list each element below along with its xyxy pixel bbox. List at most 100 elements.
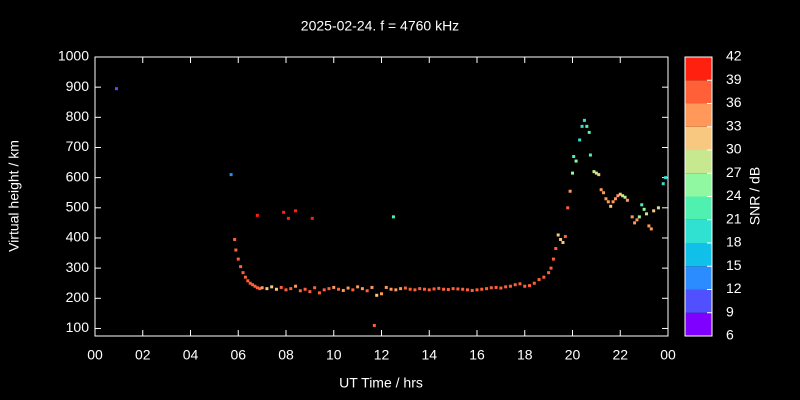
data-point (461, 287, 465, 291)
data-point (351, 288, 355, 292)
x-tick-label: 06 (230, 347, 246, 363)
x-tick-label: 16 (469, 347, 485, 363)
y-tick-label: 500 (66, 199, 90, 215)
colorbar-band (685, 289, 712, 313)
data-point (664, 176, 668, 180)
data-point (229, 173, 233, 177)
y-tick-label: 1000 (58, 48, 89, 64)
data-point (604, 197, 608, 201)
data-point (606, 200, 610, 204)
data-point (623, 195, 627, 199)
data-point (408, 287, 412, 291)
data-point (391, 215, 395, 219)
x-tick-label: 18 (517, 347, 533, 363)
data-point (298, 289, 302, 293)
data-point (561, 240, 565, 244)
data-point (568, 189, 572, 193)
data-point (341, 288, 345, 292)
data-point (270, 285, 274, 289)
data-point (286, 216, 290, 220)
data-point (394, 288, 398, 292)
data-point (532, 281, 536, 285)
data-point (542, 275, 546, 279)
data-point (580, 124, 584, 128)
data-point (370, 285, 374, 289)
data-point (588, 153, 592, 157)
data-point (613, 197, 617, 201)
data-point (616, 194, 620, 198)
y-tick-label: 200 (66, 289, 90, 305)
data-point (310, 216, 314, 220)
chart-title: 2025-02-24. f = 4760 kHz (301, 18, 459, 34)
data-point (456, 287, 460, 291)
data-point (451, 287, 455, 291)
data-point (566, 206, 570, 210)
data-point (504, 285, 508, 289)
data-point (645, 212, 649, 216)
data-point (294, 284, 298, 288)
data-point (563, 234, 567, 238)
data-point (635, 218, 639, 222)
data-point (465, 288, 469, 292)
data-point (652, 209, 656, 213)
data-point (294, 209, 298, 213)
data-point (518, 282, 522, 286)
colorbar-band (685, 126, 712, 150)
data-point (637, 215, 641, 219)
colorbar-tick-label: 42 (726, 48, 742, 64)
data-point (248, 281, 252, 285)
data-point (422, 287, 426, 291)
data-point (384, 285, 388, 289)
colorbar-tick-label: 6 (726, 327, 734, 343)
colorbar-tick-label: 30 (726, 141, 742, 157)
data-point (592, 170, 596, 174)
data-point (260, 286, 264, 290)
x-tick-label: 08 (278, 347, 294, 363)
data-point (475, 288, 479, 292)
y-tick-label: 600 (66, 168, 90, 184)
y-tick-label: 100 (66, 319, 90, 335)
data-point (282, 210, 286, 214)
data-point (528, 284, 532, 288)
data-point (253, 284, 257, 288)
data-point (418, 287, 422, 291)
data-point (572, 155, 576, 159)
data-point (621, 194, 625, 198)
data-point (360, 287, 364, 291)
data-point (485, 287, 489, 291)
data-point (372, 323, 376, 327)
data-point (547, 271, 551, 275)
data-point (618, 192, 622, 196)
data-point (594, 171, 598, 175)
data-point (611, 200, 615, 204)
data-point (625, 198, 629, 202)
data-point (233, 237, 237, 241)
data-point (289, 287, 293, 291)
data-point (649, 227, 653, 231)
colorbar-band (685, 57, 712, 81)
data-point (647, 224, 651, 228)
data-point (609, 204, 613, 208)
colorbar-tick-label: 33 (726, 117, 742, 133)
data-point (630, 215, 634, 219)
data-point (327, 287, 331, 291)
data-point (243, 275, 247, 279)
data-point (489, 286, 493, 290)
data-point (337, 287, 341, 291)
data-point (258, 287, 262, 291)
data-point (279, 285, 283, 289)
data-point (346, 286, 350, 290)
y-tick-label: 400 (66, 229, 90, 245)
colorbar-band (685, 150, 712, 174)
data-point (656, 206, 660, 210)
data-point (251, 283, 255, 287)
data-point (499, 286, 503, 290)
y-axis-label: Virtual height / km (6, 140, 22, 252)
data-point (585, 124, 589, 128)
data-point (389, 287, 393, 291)
x-tick-label: 04 (183, 347, 199, 363)
x-tick-label: 14 (421, 347, 437, 363)
data-point (480, 287, 484, 291)
